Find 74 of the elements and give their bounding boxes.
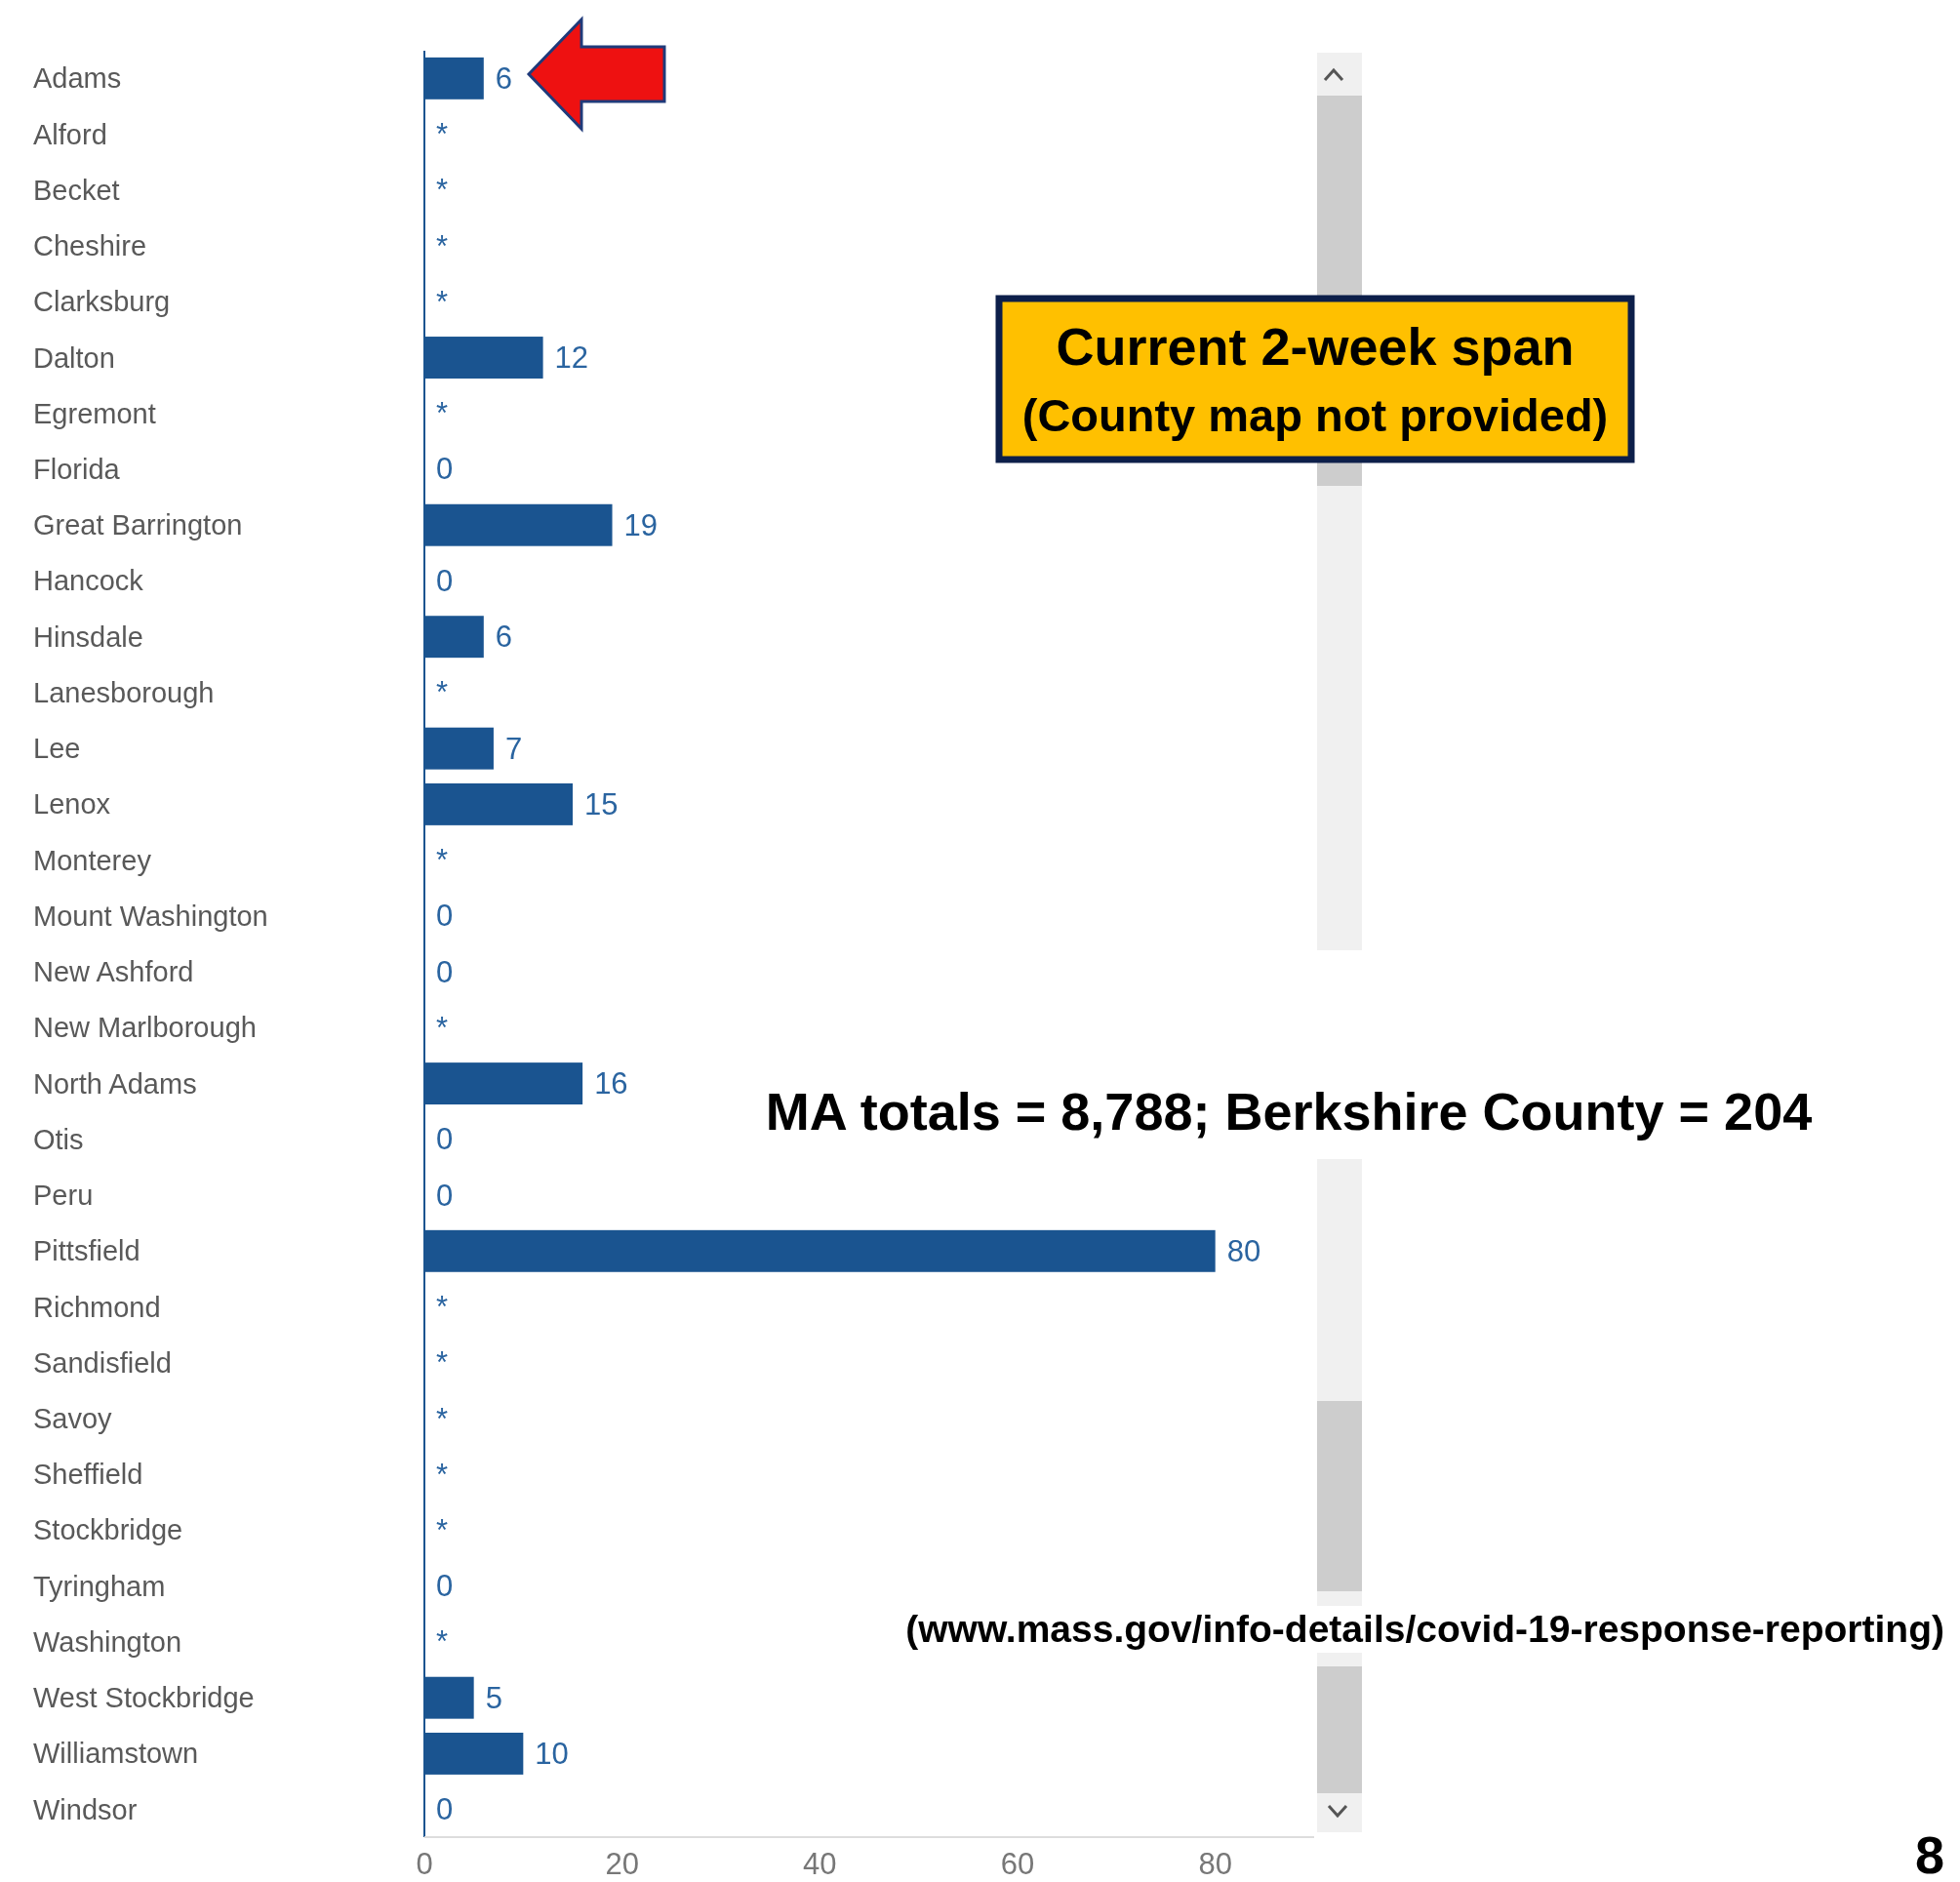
text: *: [436, 1512, 449, 1547]
data-label: 0: [436, 452, 454, 487]
annotation: (County map not provided): [1021, 389, 1609, 441]
text: *: [436, 1401, 449, 1436]
y-tick-label: Pittsfield: [33, 1235, 140, 1267]
text: 8: [1914, 1825, 1944, 1882]
y-tick-label: Cheshire: [33, 230, 147, 262]
data-label: 6: [495, 620, 513, 655]
y-tick-label: Mount Washington: [33, 900, 268, 932]
y-tick-label: Richmond: [33, 1291, 161, 1323]
text: *: [436, 1290, 449, 1325]
y-tick-label: Clarksburg: [33, 286, 171, 318]
x-tick-label: 80: [1198, 1847, 1232, 1881]
y-tick-label: Adams: [33, 62, 122, 95]
y-tick-label: Sandisfield: [33, 1346, 172, 1379]
y-tick-label: Hancock: [33, 565, 144, 597]
data-label: 0: [436, 1178, 454, 1213]
y-tick-label: Lenox: [33, 788, 111, 821]
data-label: 16: [594, 1066, 628, 1101]
text: *: [436, 117, 449, 152]
annotation: Current 2-week span: [1056, 317, 1575, 376]
text: *: [436, 675, 449, 710]
text: *: [436, 228, 449, 263]
annotation: (www.mass.gov/info-details/covid-19-response-reporting): [905, 1608, 1944, 1650]
text: *: [436, 173, 449, 208]
data-label: 0: [436, 1569, 454, 1604]
y-tick-label: Florida: [33, 453, 121, 485]
y-tick-label: Peru: [33, 1180, 94, 1212]
y-tick-label: Alford: [33, 118, 107, 150]
y-tick-label: Washington: [33, 1625, 182, 1658]
y-tick-label: Sheffield: [33, 1459, 143, 1491]
text: *: [436, 1345, 449, 1381]
data-label: 0: [436, 563, 454, 598]
y-tick-label: Otis: [33, 1123, 84, 1155]
data-label: 12: [554, 340, 589, 376]
y-tick-label: Becket: [33, 174, 120, 206]
data-label: 0: [436, 954, 454, 989]
y-tick-label: Savoy: [33, 1403, 113, 1435]
data-label: 15: [584, 786, 619, 821]
y-tick-label: Tyringham: [33, 1570, 166, 1602]
y-tick-label: North Adams: [33, 1067, 197, 1100]
text: *: [436, 843, 449, 878]
y-tick-label: Lanesborough: [33, 676, 215, 708]
annotation: MA totals = 8,788; Berkshire County = 204: [765, 1082, 1813, 1141]
y-tick-label: New Marlborough: [33, 1012, 257, 1044]
x-tick-label: 60: [1000, 1847, 1035, 1881]
y-tick-label: Stockbridge: [33, 1514, 183, 1546]
text: *: [436, 1010, 449, 1045]
data-label: 10: [535, 1736, 569, 1771]
data-label: 6: [495, 60, 513, 96]
data-label: 80: [1226, 1233, 1261, 1268]
data-label: 19: [623, 507, 659, 542]
y-tick-label: Monterey: [33, 844, 152, 876]
y-tick-label: Williamstown: [33, 1738, 199, 1770]
x-tick-label: 40: [803, 1847, 837, 1881]
data-label: 7: [504, 731, 523, 766]
y-tick-label: Lee: [33, 733, 81, 765]
data-label: 0: [436, 1792, 454, 1827]
y-tick-label: Great Barrington: [33, 509, 243, 541]
text: *: [436, 1624, 449, 1660]
text: *: [436, 284, 449, 319]
y-tick-label: Dalton: [33, 341, 115, 374]
y-tick-label: Hinsdale: [33, 621, 143, 653]
x-tick-label: 20: [605, 1847, 639, 1881]
text: *: [436, 1457, 449, 1492]
text: *: [436, 396, 449, 431]
data-label: 0: [436, 1122, 454, 1157]
data-label: 5: [485, 1680, 502, 1715]
y-tick-label: New Ashford: [33, 956, 194, 988]
y-tick-label: West Stockbridge: [33, 1682, 255, 1714]
data-label: 0: [436, 899, 454, 934]
y-tick-label: Windsor: [33, 1793, 138, 1825]
y-tick-label: Egremont: [33, 397, 156, 429]
x-tick-label: 0: [416, 1847, 433, 1881]
